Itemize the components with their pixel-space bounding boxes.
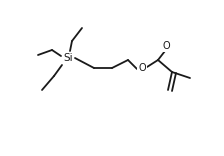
- Text: O: O: [162, 41, 170, 51]
- Text: Si: Si: [63, 53, 73, 63]
- Text: O: O: [138, 63, 146, 73]
